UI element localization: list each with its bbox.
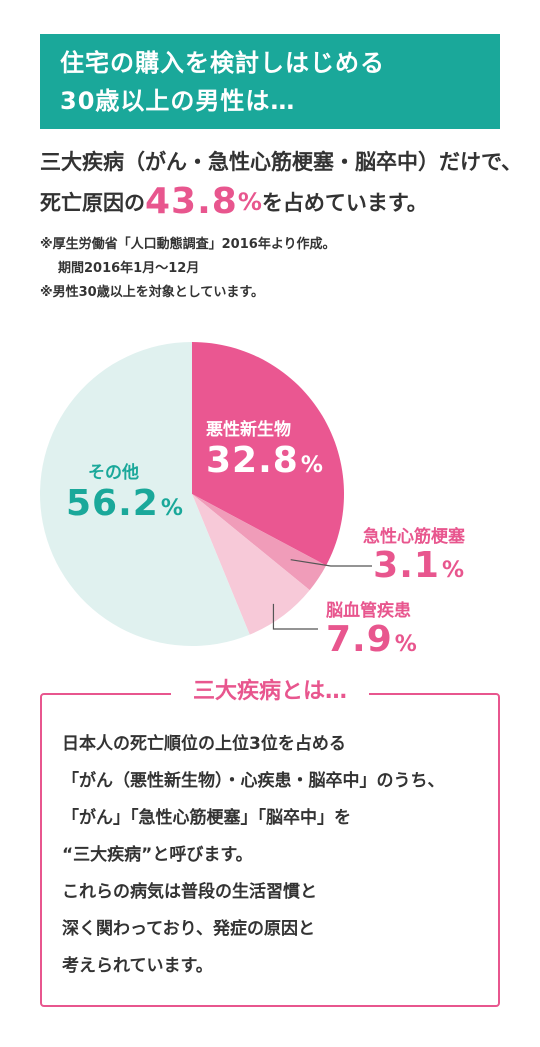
slice-name-stroke: 脳血管疾患: [326, 601, 411, 621]
definition-line-7: 考えられています。: [62, 956, 213, 976]
slice-other: [39, 342, 250, 646]
lead-text: 三大疾病（がん・急性心筋梗塞・脳卒中）だけで、 死亡原因の43.8%を占めていま…: [40, 142, 523, 223]
slice-value-stroke: 7.9%: [326, 619, 418, 660]
header-banner: 住宅の購入を検討しはじめる 30歳以上の男性は…: [40, 34, 500, 129]
slice-name-cancer: 悪性新生物: [206, 420, 291, 440]
lead-prefix: 死亡原因の: [40, 191, 145, 215]
pie-chart: [39, 342, 372, 646]
slice-name-heart: 急性心筋梗塞: [363, 527, 465, 547]
slice-cancer: [192, 342, 345, 566]
lead-unit: %: [237, 188, 262, 216]
slice-name-other: その他: [88, 463, 139, 483]
lead-big-value: 43.8: [145, 181, 238, 222]
lead-suffix: を占めています。: [261, 191, 428, 215]
note-line-3: ※男性30歳以上を対象としています。: [40, 285, 265, 300]
header-line-2: 30歳以上の男性は…: [60, 87, 296, 115]
leader-line-stroke: [272, 603, 318, 630]
header-line-1: 住宅の購入を検討しはじめる: [60, 49, 385, 77]
definition-line-2: 「がん（悪性新生物）・心疾患・脳卒中」のうち、: [62, 771, 445, 791]
note-line-1: ※厚生労働省「人口動態調査」2016年より作成。: [40, 237, 336, 252]
definition-title: 三大疾病とは…: [0, 678, 540, 706]
definition-line-1: 日本人の死亡順位の上位3位を占める: [62, 734, 346, 754]
slice-label-other: その他 56.2%: [66, 458, 184, 524]
lead-line-1: 三大疾病（がん・急性心筋梗塞・脳卒中）だけで、: [40, 150, 523, 174]
slice-value-heart: 3.1%: [373, 545, 465, 586]
leader-line-heart: [290, 559, 372, 567]
slice-label-stroke: 脳血管疾患 7.9%: [326, 596, 418, 660]
slice-stroke: [192, 494, 310, 635]
definition-line-4: “三大疾病”と呼びます。: [62, 845, 253, 865]
definition-line-5: これらの病気は普段の生活習慣と: [62, 882, 317, 902]
slice-label-cancer: 悪性新生物 32.8%: [206, 415, 324, 481]
definition-line-3: 「がん」「急性心筋梗塞」「脳卒中」を: [62, 808, 351, 828]
source-notes: ※厚生労働省「人口動態調査」2016年より作成。 期間2016年1月～12月 ※…: [40, 233, 510, 305]
slice-value-cancer: 32.8%: [206, 440, 324, 481]
lead-line-2: 死亡原因の43.8%を占めています。: [40, 182, 510, 223]
slice-heart: [192, 494, 327, 591]
note-line-2: 期間2016年1月～12月: [58, 261, 200, 276]
slice-value-other: 56.2%: [66, 483, 184, 524]
slice-label-heart: 急性心筋梗塞 3.1%: [363, 522, 465, 586]
definition-line-6: 深く関わっており、発症の原因と: [62, 919, 315, 939]
definition-body: 日本人の死亡順位の上位3位を占める「がん（悪性新生物）・心疾患・脳卒中」のうち、…: [62, 726, 492, 985]
